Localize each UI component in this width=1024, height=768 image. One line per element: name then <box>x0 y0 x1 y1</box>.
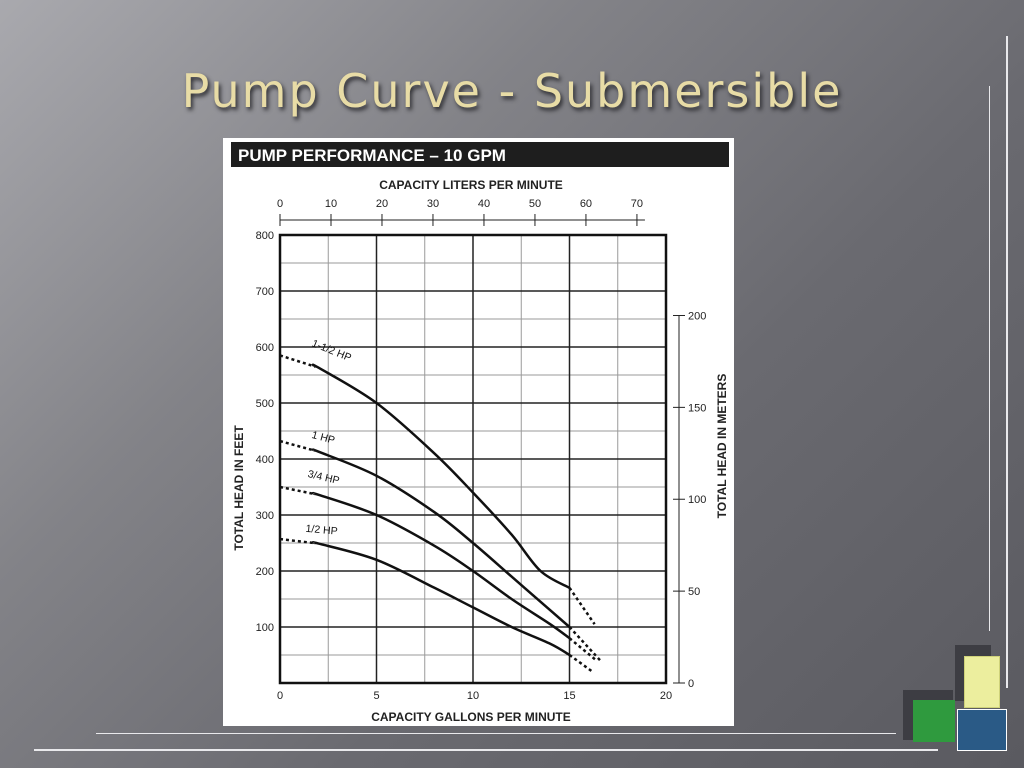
right-tick-label: 50 <box>688 586 700 598</box>
curve-start-dashed <box>279 439 316 452</box>
x-tick-label: 5 <box>373 690 379 702</box>
curve-start-dashed <box>279 485 315 496</box>
bottom-axis-label: CAPACITY GALLONS PER MINUTE <box>371 710 571 724</box>
curve-end-dashed <box>568 587 596 625</box>
decor-square-blue <box>957 709 1007 751</box>
top-axis-label: CAPACITY LITERS PER MINUTE <box>379 178 563 192</box>
curve-line <box>311 540 571 657</box>
bottom-horizontal-rule-lower <box>34 749 938 751</box>
right-tick-label: 150 <box>688 402 706 414</box>
x-tick-label: 20 <box>660 690 672 702</box>
y-tick-label: 500 <box>256 398 274 410</box>
top-tick-label: 70 <box>631 198 643 210</box>
y-tick-label: 600 <box>256 342 274 354</box>
curve-line <box>311 491 571 640</box>
curve-label: 1/2 HP <box>305 523 338 538</box>
y-tick-label: 700 <box>256 286 274 298</box>
chart-title: PUMP PERFORMANCE – 10 GPM <box>238 146 506 165</box>
curve-line <box>311 363 571 589</box>
slide-title: Pump Curve - Submersible <box>181 64 843 118</box>
x-tick-label: 10 <box>467 690 479 702</box>
chart-title-bar <box>231 142 729 167</box>
pump-chart-figure: PUMP PERFORMANCE – 10 GPM CAPACITY LITER… <box>223 138 734 726</box>
top-tick-label: 60 <box>580 198 592 210</box>
x-tick-label: 15 <box>563 690 575 702</box>
top-tick-label: 10 <box>325 198 337 210</box>
left-axis-label: TOTAL HEAD IN FEET <box>232 425 246 551</box>
decor-square-yellow <box>964 656 1000 708</box>
y-tick-label: 300 <box>256 510 274 522</box>
series-layer: 1-1/2 HP 1 HP 3/4 HP 1/2 HP <box>279 338 602 673</box>
curve-end-dashed <box>568 653 594 673</box>
curve-start-dashed <box>279 354 316 368</box>
y-tick-label: 200 <box>256 566 274 578</box>
y-tick-label: 800 <box>256 230 274 242</box>
top-tick-label: 20 <box>376 198 388 210</box>
top-tick-label: 40 <box>478 198 490 210</box>
grid-layer <box>278 233 668 685</box>
right-axis-label: TOTAL HEAD IN METERS <box>715 374 729 519</box>
right-tick-label: 200 <box>688 310 706 322</box>
right-tick-label: 0 <box>688 678 694 690</box>
top-tick-label: 30 <box>427 198 439 210</box>
right-tick-label: 100 <box>688 494 706 506</box>
curve-label: 1-1/2 HP <box>310 338 353 365</box>
decor-square-green <box>913 700 955 742</box>
pump-curve-chart: PUMP PERFORMANCE – 10 GPM CAPACITY LITER… <box>231 142 729 724</box>
curve-line <box>311 448 571 628</box>
right-vertical-rule-inner <box>989 86 990 631</box>
bottom-horizontal-rule-upper <box>96 733 896 734</box>
right-vertical-rule-outer <box>1006 36 1008 688</box>
x-tick-label: 0 <box>277 690 283 702</box>
plot-frame <box>278 233 668 685</box>
curve-label: 3/4 HP <box>307 468 341 487</box>
top-tick-label: 50 <box>529 198 541 210</box>
y-tick-label: 100 <box>256 622 274 634</box>
curve-label: 1 HP <box>310 429 336 447</box>
top-tick-label: 0 <box>277 198 283 210</box>
y-tick-label: 400 <box>256 454 274 466</box>
curve-end-dashed <box>568 626 602 662</box>
